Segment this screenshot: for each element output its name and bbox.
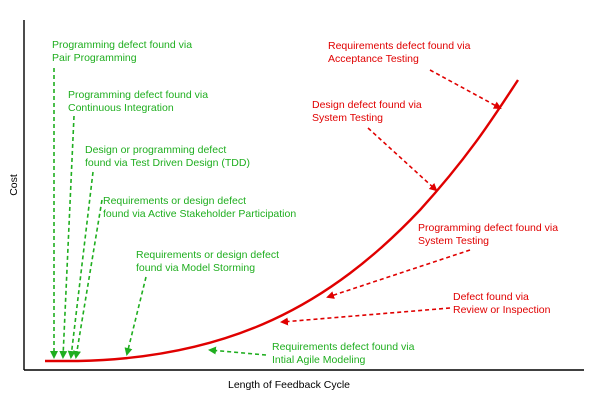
red-arrow — [367, 127, 438, 192]
red-label-programming-system-testing: Programming defect found via System Test… — [418, 222, 558, 247]
green-label-line2: found via Active Stakeholder Participati… — [103, 208, 296, 220]
green-label-line2: Continuous Integration — [68, 102, 174, 114]
green-arrow — [73, 199, 103, 359]
red-label-acceptance-testing: Requirements defect found via Acceptance… — [328, 40, 471, 65]
green-label-line1: Requirements defect found via — [272, 341, 415, 353]
red-arrow — [280, 307, 451, 326]
red-label-line2: System Testing — [312, 112, 383, 124]
green-label-line1: Requirements or design defect — [103, 195, 246, 207]
green-label-line2: found via Test Driven Design (TDD) — [85, 157, 250, 169]
red-label-line1: Requirements defect found via — [328, 40, 471, 52]
red-label-line1: Programming defect found via — [418, 222, 558, 234]
red-label-line2: Acceptance Testing — [328, 53, 419, 65]
red-label-line1: Defect found via — [453, 291, 529, 303]
green-label-line1: Programming defect found via — [52, 39, 192, 51]
red-label-line2: Review or Inspection — [453, 304, 551, 316]
red-arrow — [326, 249, 471, 299]
green-label-line1: Design or programming defect — [85, 144, 226, 156]
x-axis-label: Length of Feedback Cycle — [228, 379, 350, 391]
red-label-design-system-testing: Design defect found via System Testing — [312, 99, 422, 124]
y-axis-label: Cost — [8, 174, 20, 196]
green-arrow — [124, 276, 147, 356]
red-label-review-inspection: Defect found via Review or Inspection — [453, 291, 551, 316]
red-arrow — [429, 69, 502, 109]
green-label-stakeholder-participation: Requirements or design defect found via … — [103, 195, 296, 220]
cost-curve — [45, 79, 520, 363]
green-label-line1: Requirements or design defect — [136, 249, 279, 261]
green-label-line2: Intial Agile Modeling — [272, 354, 366, 366]
red-label-line2: System Testing — [418, 235, 489, 247]
green-label-model-storming: Requirements or design defect found via … — [136, 249, 279, 274]
green-arrow — [208, 346, 267, 356]
green-label-line1: Programming defect found via — [68, 89, 208, 101]
green-label-tdd: Design or programming defect found via T… — [85, 144, 250, 169]
green-label-line2: found via Model Storming — [136, 262, 255, 274]
green-arrow — [59, 115, 75, 359]
green-arrow — [67, 171, 94, 359]
red-label-line1: Design defect found via — [312, 99, 422, 111]
green-label-line2: Pair Programming — [52, 52, 137, 64]
green-label-continuous-integration: Programming defect found via Continuous … — [68, 89, 208, 114]
green-label-pair-programming: Programming defect found via Pair Progra… — [52, 39, 192, 64]
green-label-initial-agile-modeling: Requirements defect found via Intial Agi… — [272, 341, 415, 366]
